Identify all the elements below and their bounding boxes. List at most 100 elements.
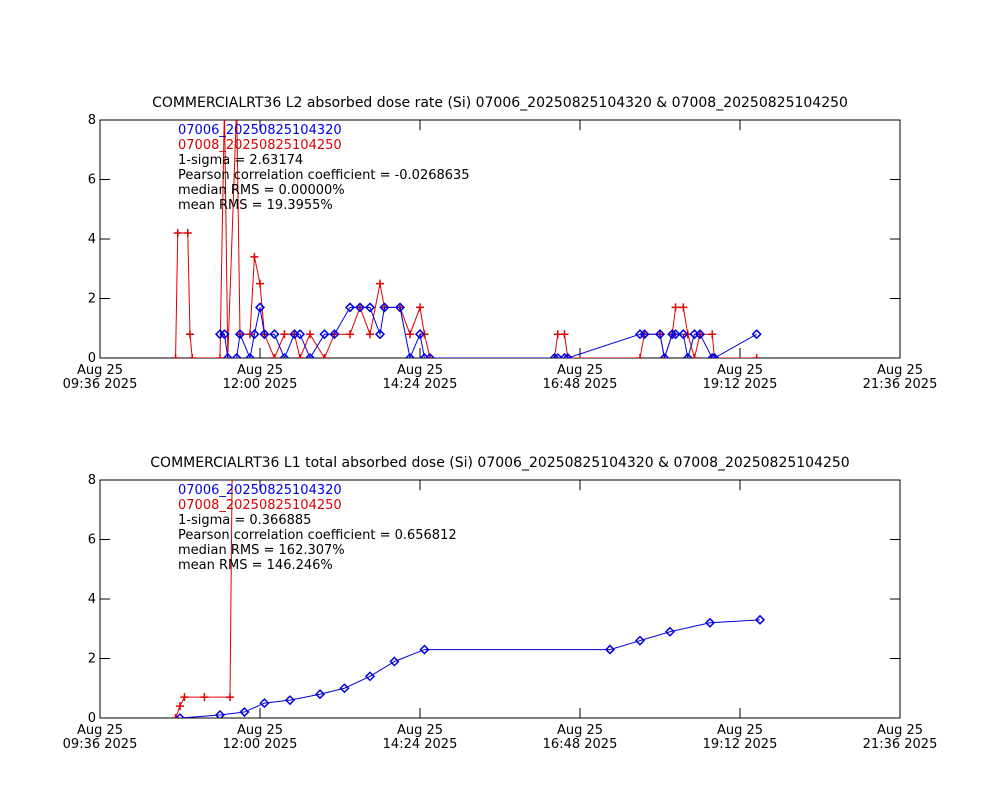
data-point <box>234 329 246 340</box>
data-point <box>319 329 330 340</box>
data-point <box>270 354 279 358</box>
data-point <box>559 352 570 358</box>
data-point <box>226 693 234 702</box>
data-point <box>426 354 434 358</box>
data-point <box>183 229 192 238</box>
data-point <box>406 330 414 339</box>
data-point <box>682 352 693 358</box>
data-point <box>280 330 289 339</box>
y-tick-label: 8 <box>88 473 96 488</box>
y-tick-label: 4 <box>88 232 96 247</box>
data-point <box>707 352 718 358</box>
data-point <box>180 693 189 702</box>
data-point <box>284 695 296 706</box>
data-point <box>694 329 706 340</box>
x-tick-label: Aug 25 19:12 2025 <box>703 723 778 752</box>
data-point <box>389 656 400 667</box>
data-point <box>306 330 314 339</box>
data-point <box>654 329 666 340</box>
data-point <box>752 354 761 358</box>
data-point <box>560 330 569 339</box>
data-point <box>552 352 563 358</box>
data-point <box>214 709 226 718</box>
data-point <box>704 617 716 628</box>
data-point <box>244 352 256 358</box>
data-point <box>419 644 430 655</box>
data-point <box>374 329 386 340</box>
data-point <box>364 671 376 682</box>
legend-entry: 07008_20250825104250 <box>178 138 342 153</box>
data-point <box>404 352 416 358</box>
data-point <box>259 698 270 709</box>
data-point <box>754 614 766 625</box>
legend-entry: 07008_20250825104250 <box>178 498 342 513</box>
data-point <box>216 354 224 358</box>
data-point <box>562 352 573 358</box>
data-point <box>354 302 366 313</box>
data-point <box>634 635 646 646</box>
data-point <box>639 329 650 340</box>
series-line <box>179 619 761 718</box>
x-tick-label: Aug 25 09:36 2025 <box>63 363 138 392</box>
data-point <box>690 354 699 358</box>
data-point <box>678 329 689 340</box>
data-point <box>314 689 326 700</box>
annotation: median RMS = 0.00000% <box>178 183 345 198</box>
x-tick-label: Aug 25 16:48 2025 <box>543 363 618 392</box>
data-point <box>320 354 329 358</box>
y-tick-label: 4 <box>88 592 96 607</box>
data-point <box>249 329 260 340</box>
legend-entry: 07006_20250825104320 <box>178 483 342 498</box>
x-tick-label: Aug 25 14:24 2025 <box>383 363 458 392</box>
data-point <box>279 352 290 358</box>
data-point <box>604 644 616 655</box>
data-point <box>254 302 266 313</box>
data-point <box>671 303 680 312</box>
x-tick-label: Aug 25 19:12 2025 <box>703 363 778 392</box>
data-point <box>296 354 304 358</box>
data-point <box>394 302 406 313</box>
data-point <box>636 354 644 358</box>
y-tick-label: 6 <box>88 533 96 548</box>
data-point <box>376 279 384 288</box>
data-point <box>174 712 186 718</box>
x-tick-label: Aug 25 12:00 2025 <box>223 723 298 752</box>
data-point <box>171 714 180 718</box>
data-point <box>329 329 340 340</box>
data-point <box>173 229 182 238</box>
data-point <box>200 693 209 702</box>
y-tick-label: 2 <box>88 652 96 667</box>
annotation: Pearson correlation coefficient = 0.6568… <box>178 528 457 543</box>
annotation: median RMS = 162.307% <box>178 543 345 558</box>
annotation: mean RMS = 146.246% <box>178 558 333 573</box>
series-line <box>220 306 757 358</box>
y-tick-label: 8 <box>88 113 96 128</box>
data-point <box>250 252 259 261</box>
data-point <box>366 330 374 339</box>
annotation: Pearson correlation coefficient = -0.026… <box>178 168 470 183</box>
data-point <box>364 302 376 313</box>
data-point <box>679 303 688 312</box>
data-point <box>304 352 316 358</box>
data-point <box>664 626 676 637</box>
data-point <box>294 329 306 340</box>
data-point <box>188 354 197 358</box>
x-tick-label: Aug 25 21:36 2025 <box>863 723 938 752</box>
data-point <box>344 302 356 313</box>
x-tick-label: Aug 25 21:36 2025 <box>863 363 938 392</box>
data-point <box>708 330 717 339</box>
y-tick-label: 2 <box>88 292 96 307</box>
y-tick-label: 0 <box>88 351 96 366</box>
chart-title: COMMERCIALRT36 L1 total absorbed dose (S… <box>150 455 849 471</box>
data-point <box>176 702 184 711</box>
annotation: mean RMS = 19.3955% <box>178 198 333 213</box>
data-point <box>416 303 424 312</box>
x-tick-label: Aug 25 14:24 2025 <box>383 723 458 752</box>
y-tick-label: 0 <box>88 711 96 726</box>
legend-entry: 07006_20250825104320 <box>178 123 342 138</box>
data-point <box>186 330 194 339</box>
data-point <box>379 302 390 313</box>
data-point <box>670 329 681 340</box>
data-point <box>171 354 180 358</box>
